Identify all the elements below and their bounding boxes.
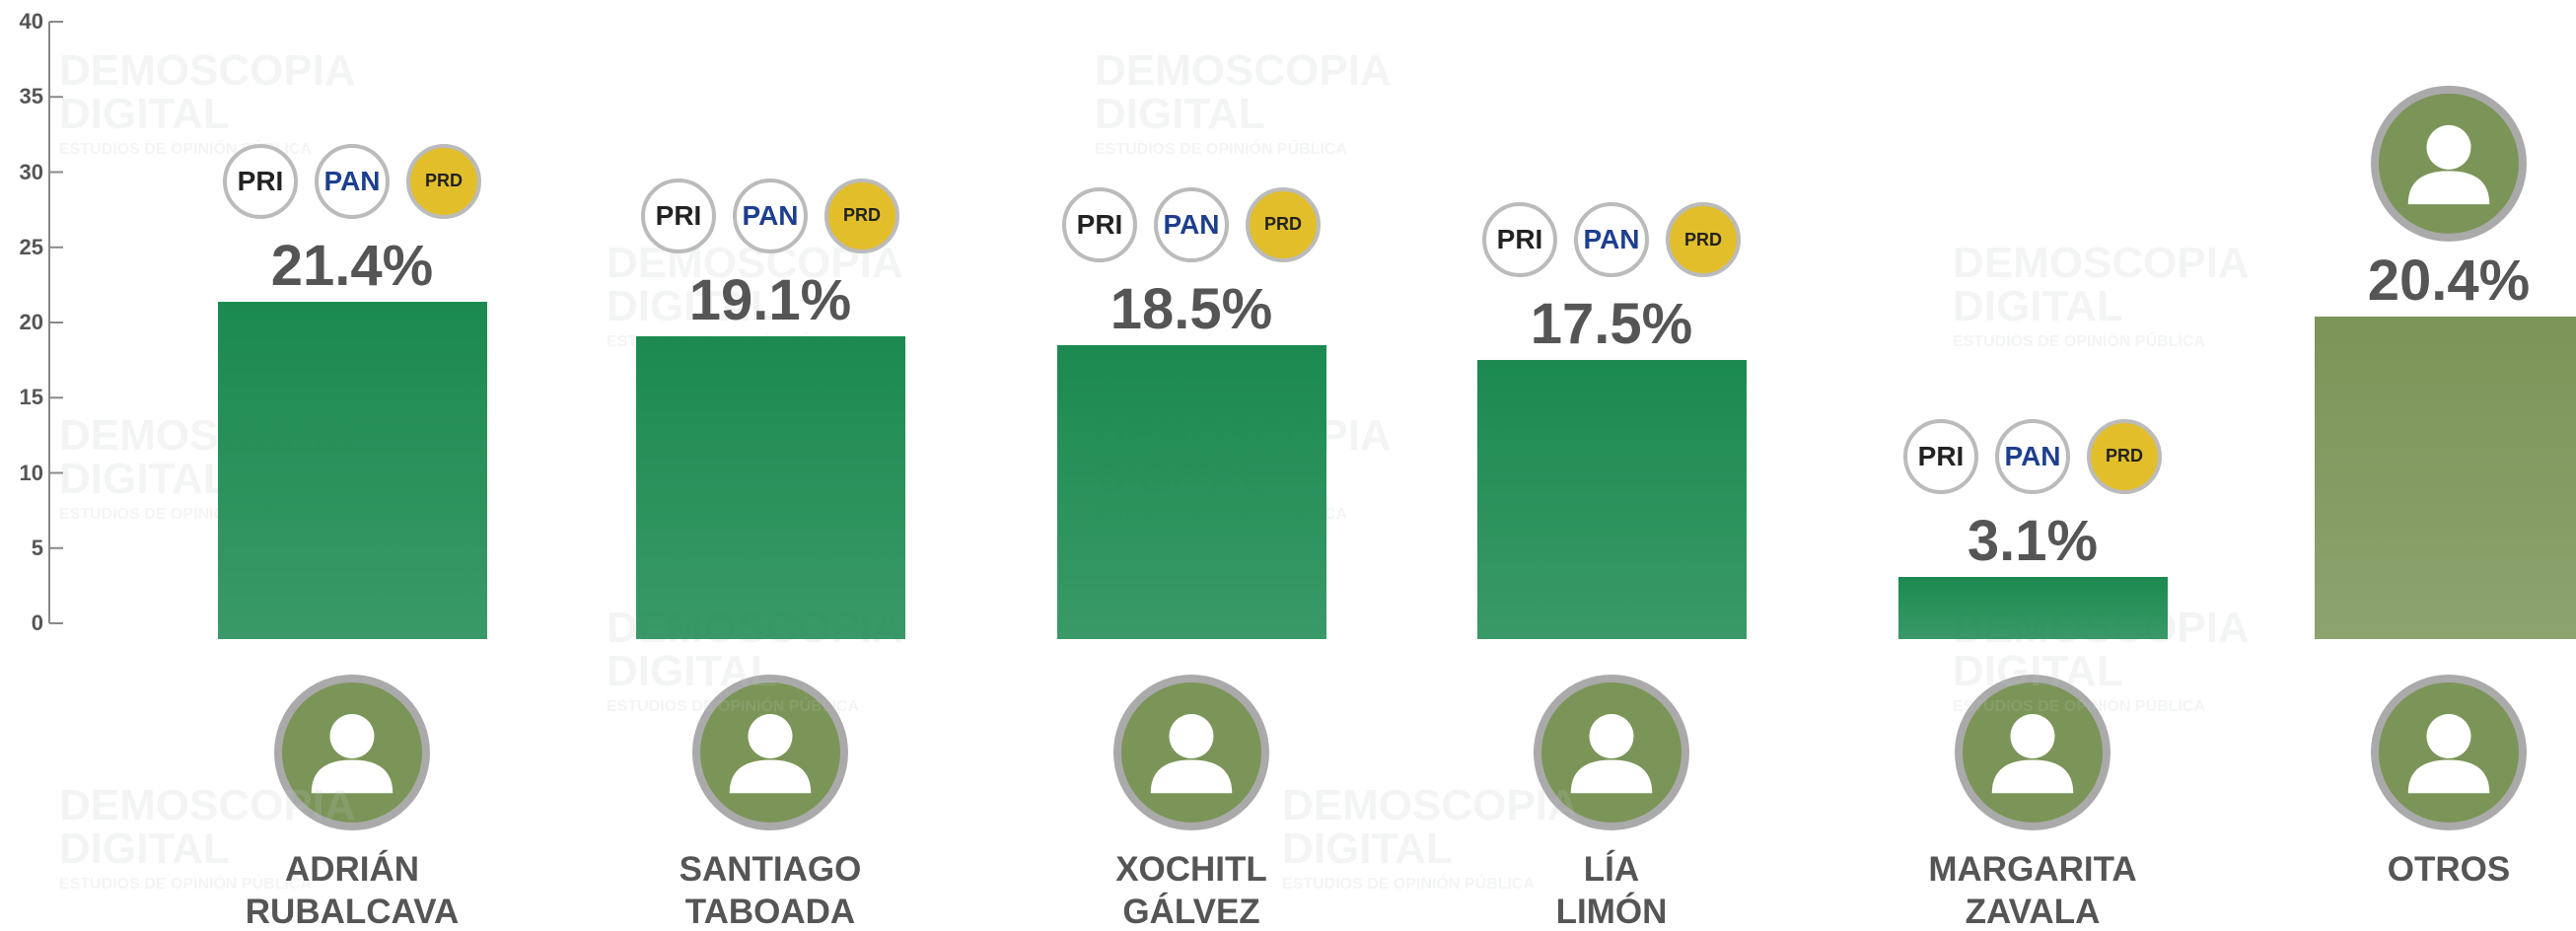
bar <box>2315 317 2576 639</box>
candidate-name: XOCHITL GÁLVEZ <box>994 848 1389 931</box>
party-logo: PRI <box>1062 187 1137 262</box>
value-label: 21.4% <box>204 233 500 299</box>
avatar-head <box>2427 714 2471 758</box>
bar <box>218 302 487 639</box>
bar <box>636 336 905 639</box>
watermark-line: ESTUDIOS DE OPINIÓN PÚBLICA <box>1953 334 2250 350</box>
bar <box>1477 360 1747 639</box>
watermark-line: DEMOSCOPIA <box>59 49 356 93</box>
candidate-name: ADRIÁN RUBALCAVA <box>155 848 549 931</box>
avatar-head <box>2427 125 2471 170</box>
watermark-line: DIGITAL <box>1953 285 2250 328</box>
value-label: 3.1% <box>1885 508 2181 574</box>
y-tick-label: 0 <box>4 610 43 636</box>
avatar-head <box>749 714 793 758</box>
y-tick-label: 35 <box>4 84 43 109</box>
watermark-line: DIGITAL <box>607 650 903 693</box>
watermark-line: DEMOSCOPIA <box>1095 49 1392 93</box>
candidate-name: MARGARITA ZAVALA <box>1835 848 2230 931</box>
watermark-line: ESTUDIOS DE OPINIÓN PÚBLICA <box>607 699 903 715</box>
candidate-name: LÍA LIMÓN <box>1414 848 1809 931</box>
party-logo: PAN <box>1574 202 1649 277</box>
value-label: 17.5% <box>1464 291 1759 357</box>
bar <box>1898 577 2168 639</box>
candidate-name: SANTIAGO TABOADA <box>573 848 967 931</box>
party-logo: PRI <box>1903 419 1978 494</box>
watermark-line: DEMOSCOPIA <box>1953 242 2250 285</box>
y-tick-label: 25 <box>4 235 43 260</box>
watermark-line: ESTUDIOS DE OPINIÓN PÚBLICA <box>59 142 356 158</box>
avatar <box>2375 90 2523 238</box>
party-logo: PRI <box>641 179 716 253</box>
party-logo: PRD <box>2087 419 2162 494</box>
party-logo: PRD <box>824 179 899 253</box>
y-tick-label: 30 <box>4 160 43 185</box>
watermark-line: DIGITAL <box>59 93 356 136</box>
bar <box>1057 345 1326 639</box>
watermark-line: ESTUDIOS DE OPINIÓN PÚBLICA <box>1953 699 2250 715</box>
party-logo: PRD <box>406 144 481 219</box>
party-logo: PAN <box>1154 187 1229 262</box>
y-tick-label: 5 <box>4 536 43 561</box>
avatar-head <box>1170 714 1214 758</box>
y-tick-label: 40 <box>4 9 43 35</box>
party-logo: PAN <box>1995 419 2070 494</box>
party-logo: PRD <box>1246 187 1321 262</box>
y-tick-label: 10 <box>4 461 43 486</box>
watermark-line: DEMOSCOPIA <box>1282 784 1579 827</box>
party-logo: PAN <box>733 179 808 253</box>
avatar-head <box>330 714 375 758</box>
y-tick-label: 20 <box>4 310 43 335</box>
y-tick-label: 15 <box>4 385 43 410</box>
value-label: 20.4% <box>2301 248 2576 314</box>
candidate-name: OTROS <box>2252 848 2576 891</box>
party-logo: PRI <box>223 144 298 219</box>
watermark-line: DIGITAL <box>1953 650 2250 693</box>
avatar-head <box>2011 714 2055 758</box>
avatar-head <box>1590 714 1634 758</box>
chart: DEMOSCOPIADIGITALESTUDIOS DE OPINIÓN PÚB… <box>0 0 2576 931</box>
watermark-line: DIGITAL <box>1095 93 1392 136</box>
avatar <box>1117 679 1265 826</box>
party-logo: PRI <box>1482 202 1557 277</box>
watermark-line: ESTUDIOS DE OPINIÓN PÚBLICA <box>1095 142 1392 158</box>
value-label: 18.5% <box>1043 276 1339 342</box>
watermark-line: DEMOSCOPIA <box>59 784 356 827</box>
party-logo: PRD <box>1666 202 1741 277</box>
value-label: 19.1% <box>622 267 918 333</box>
party-logo: PAN <box>315 144 390 219</box>
avatar <box>2375 679 2523 826</box>
